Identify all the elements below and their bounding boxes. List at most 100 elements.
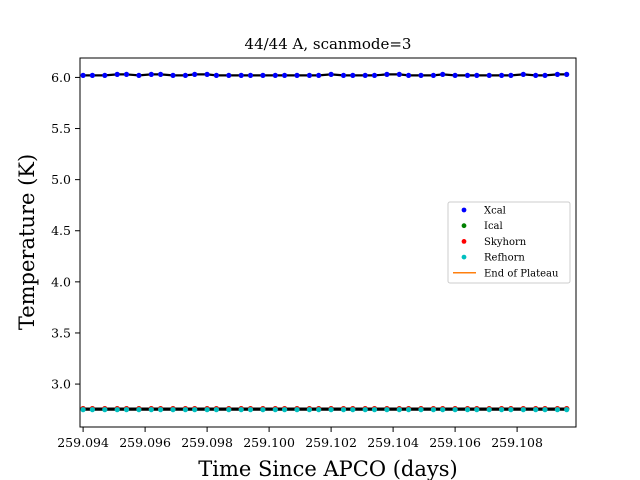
- x-tick-label: 259.106: [429, 435, 481, 450]
- data-point-xcal: [213, 72, 219, 78]
- data-point-refhorn: [148, 407, 154, 413]
- data-point-refhorn: [226, 407, 232, 413]
- data-point-xcal: [170, 72, 176, 78]
- x-tick-label: 259.102: [305, 435, 357, 450]
- data-point-xcal: [464, 72, 471, 78]
- data-point-refhorn: [396, 407, 402, 413]
- data-point-refhorn: [247, 407, 254, 413]
- data-point-xcal: [89, 72, 95, 78]
- data-point-xcal: [123, 71, 130, 77]
- legend-label-end-of-plateau: End of Plateau: [484, 268, 559, 279]
- data-point-refhorn: [182, 407, 188, 413]
- data-point-refhorn: [406, 407, 412, 413]
- data-point-xcal: [282, 72, 288, 78]
- data-point-xcal: [306, 72, 312, 78]
- data-point-refhorn: [464, 407, 471, 413]
- axes-frame: [79, 57, 577, 428]
- data-point-refhorn: [328, 407, 334, 413]
- data-point-refhorn: [136, 407, 142, 413]
- y-tick-label: 4.0: [51, 274, 71, 289]
- y-tick-label: 5.5: [51, 121, 71, 136]
- data-point-refhorn: [554, 407, 561, 413]
- data-point-xcal: [192, 71, 198, 77]
- data-point-refhorn: [213, 407, 219, 413]
- data-point-refhorn: [89, 407, 95, 413]
- series-line-xcal: [83, 73, 567, 77]
- legend-marker-xcal: [461, 207, 467, 213]
- x-tick-label: 259.100: [243, 435, 295, 450]
- x-tick-label: 259.108: [491, 435, 543, 450]
- data-point-refhorn: [499, 407, 505, 413]
- legend-marker-skyhorn: [461, 239, 467, 244]
- data-point-refhorn: [158, 407, 164, 413]
- x-axis-title: Time Since APCO (days): [198, 457, 457, 480]
- data-point-xcal: [272, 72, 278, 78]
- data-point-refhorn: [474, 407, 480, 413]
- data-point-xcal: [486, 72, 492, 78]
- data-point-xcal: [564, 71, 570, 77]
- data-point-xcal: [350, 72, 356, 78]
- data-point-xcal: [384, 71, 390, 77]
- data-point-refhorn: [340, 407, 347, 413]
- data-point-refhorn: [486, 407, 492, 413]
- data-point-xcal: [158, 71, 164, 77]
- legend-label-ical: Ical: [484, 221, 503, 232]
- data-point-xcal: [452, 72, 458, 78]
- data-point-refhorn: [238, 407, 244, 413]
- y-tick-label: 4.5: [51, 223, 71, 238]
- data-point-refhorn: [170, 407, 176, 413]
- data-point-xcal: [533, 72, 539, 78]
- data-point-xcal: [508, 72, 514, 78]
- data-point-xcal: [362, 72, 368, 78]
- data-point-refhorn: [440, 407, 446, 413]
- data-point-refhorn: [542, 407, 548, 413]
- legend-label-xcal: Xcal: [484, 206, 506, 217]
- data-point-refhorn: [282, 407, 288, 413]
- data-point-xcal: [136, 72, 142, 78]
- x-tick-label: 259.094: [57, 435, 109, 450]
- data-point-refhorn: [204, 407, 210, 413]
- data-point-refhorn: [272, 407, 278, 413]
- data-point-xcal: [554, 71, 561, 77]
- data-point-refhorn: [384, 407, 390, 413]
- data-point-xcal: [226, 72, 232, 78]
- data-point-xcal: [204, 71, 210, 77]
- x-tick-label: 259.098: [181, 435, 233, 450]
- data-point-xcal: [148, 71, 154, 77]
- data-point-refhorn: [102, 407, 108, 413]
- data-point-refhorn: [508, 407, 514, 413]
- legend: Xcal Ical Skyhorn Refhorn End of Plateau: [447, 201, 571, 284]
- data-point-refhorn: [80, 407, 86, 413]
- data-point-xcal: [371, 72, 378, 78]
- legend-label-skyhorn: Skyhorn: [484, 237, 527, 248]
- data-point-xcal: [340, 72, 347, 78]
- data-point-xcal: [316, 72, 322, 78]
- y-tick-label: 6.0: [51, 70, 71, 85]
- data-point-refhorn: [371, 407, 378, 413]
- data-point-xcal: [396, 71, 402, 77]
- data-point-xcal: [247, 72, 254, 78]
- data-point-refhorn: [452, 407, 458, 413]
- data-point-refhorn: [316, 407, 322, 413]
- data-point-xcal: [328, 71, 334, 77]
- data-point-refhorn: [564, 407, 570, 413]
- data-point-refhorn: [533, 407, 539, 413]
- data-point-refhorn: [192, 407, 198, 413]
- data-point-xcal: [499, 72, 505, 78]
- data-point-xcal: [294, 72, 300, 78]
- data-point-refhorn: [430, 407, 436, 413]
- x-tick-label: 259.104: [367, 435, 419, 450]
- plot-area: [80, 71, 570, 413]
- data-point-xcal: [182, 72, 188, 78]
- y-tick-label: 3.5: [51, 325, 71, 340]
- y-axis: 3.0 3.5 4.0 4.5 5.0 5.5 6.0: [51, 70, 80, 392]
- data-point-refhorn: [294, 407, 300, 413]
- data-point-refhorn: [114, 407, 120, 413]
- legend-marker-ical: [461, 223, 467, 229]
- y-axis-title: Temperature (K): [15, 154, 39, 330]
- y-tick-label: 3.0: [51, 377, 71, 392]
- data-point-xcal: [102, 72, 108, 78]
- data-point-refhorn: [350, 407, 356, 413]
- y-tick-label: 5.0: [51, 172, 71, 187]
